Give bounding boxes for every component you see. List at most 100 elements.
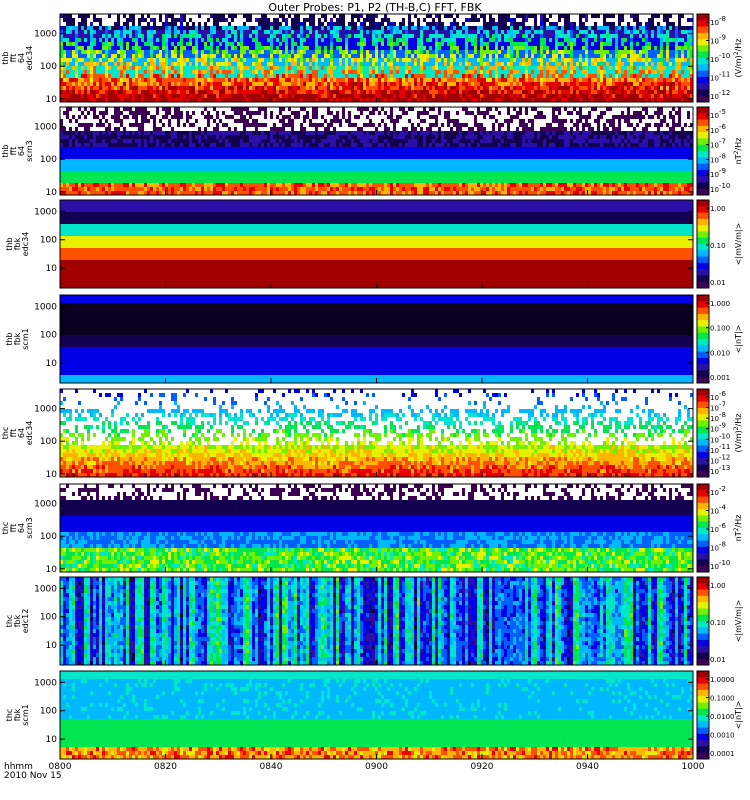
spectrogram-cell [147,94,151,99]
spectrogram-cell [672,82,676,87]
spectrogram-cell [75,30,79,35]
spectrogram-cell [195,30,199,35]
spectrogram-cell [387,86,391,91]
spectrogram-cell [669,58,673,63]
spectrogram-cell [396,62,400,67]
spectrogram-cell [336,74,340,79]
spectrogram-cell [63,94,67,99]
spectrogram-cell [450,66,454,71]
spectrogram-cell [300,111,304,116]
spectrogram-cell [252,54,256,59]
spectrogram-cell [315,74,319,79]
spectrogram-cell [372,18,376,23]
spectrogram-cell [210,14,214,19]
spectrogram-cell [570,58,574,63]
spectrogram-cell [564,18,568,23]
spectrogram-cell [561,74,565,79]
spectrogram-cell [432,107,436,112]
spectrogram-cell [84,22,88,27]
spectrogram-cell [285,94,289,99]
spectrogram-cell [453,18,457,23]
spectrogram-cell [369,62,373,67]
spectrogram-cell [675,78,679,83]
spectrogram-cell [675,34,679,39]
spectrogram-cell [684,58,688,63]
spectrogram-cell [66,82,70,87]
spectrogram-cell [96,66,100,71]
spectrogram-cell [159,66,163,71]
spectrogram-cell [480,42,484,47]
spectrogram-cell [651,54,655,59]
spectrogram-cell [291,78,295,83]
spectrogram-cell [537,70,541,75]
spectrogram-cell [390,54,394,59]
spectrogram-cell [276,50,280,55]
spectrogram-cell [282,62,286,67]
spectrogram-cell [138,62,142,67]
spectrogram-cell [483,98,487,103]
spectrogram-cell [156,54,160,59]
spectrogram-cell [243,18,247,23]
spectrogram-cell [108,58,112,63]
spectrogram-cell [138,22,142,27]
spectrogram-cell [627,50,631,55]
spectrogram-cell [396,22,400,27]
spectrogram-cell [381,18,385,23]
spectrogram-cell [369,98,373,103]
spectrogram-cell [570,66,574,71]
spectrogram-cell [357,14,361,19]
spectrogram-cell [207,46,211,51]
spectrogram-cell [504,30,508,35]
spectrogram-cell [465,22,469,27]
spectrogram-cell [543,22,547,27]
spectrogram-cell [648,107,652,112]
spectrogram-cell [216,111,220,116]
spectrogram-cell [150,107,154,112]
spectrogram-cell [456,90,460,95]
spectrogram-cell [351,111,355,116]
spectrogram-cell [579,26,583,31]
spectrogram-cell [495,70,499,75]
spectrogram-cell [531,46,535,51]
spectrogram-cell [369,107,373,112]
spectrogram-cell [432,66,436,71]
spectrogram-cell [84,74,88,79]
spectrogram-cell [231,26,235,31]
spectrogram-cell [477,62,481,67]
spectrogram-cell [132,14,136,19]
spectrogram-cell [594,54,598,59]
spectrogram-cell [201,46,205,51]
spectrogram-cell [330,50,334,55]
spectrogram-cell [447,34,451,39]
spectrogram-cell [516,50,520,55]
spectrogram-cell [645,94,649,99]
spectrogram-cell [669,42,673,47]
spectrogram-cell [303,86,307,91]
spectrogram-cell [228,54,232,59]
spectrogram-cell [267,98,271,103]
spectrogram-cell [387,18,391,23]
spectrogram-cell [126,14,130,19]
spectrogram-cell [198,34,202,39]
spectrogram-cell [426,94,430,99]
spectrogram-cell [546,18,550,23]
spectrogram-cell [177,54,181,59]
spectrogram-cell [441,18,445,23]
spectrogram-cell [420,78,424,83]
spectrogram-cell [135,66,139,71]
spectrogram-cell [612,98,616,103]
spectrogram-cell [195,66,199,71]
spectrogram-cell [189,50,193,55]
spectrogram-cell [549,38,553,43]
spectrogram-cell [552,107,556,112]
spectrogram-cell [579,94,583,99]
spectrogram-cell [414,82,418,87]
spectrogram-cell [135,74,139,79]
spectrogram-cell [579,82,583,87]
spectrogram-cell [591,34,595,39]
spectrogram-cell [510,34,514,39]
spectrogram-cell [441,82,445,87]
spectrogram-cell [132,107,136,112]
spectrogram-cell [93,107,97,112]
spectrogram-cell [159,82,163,87]
